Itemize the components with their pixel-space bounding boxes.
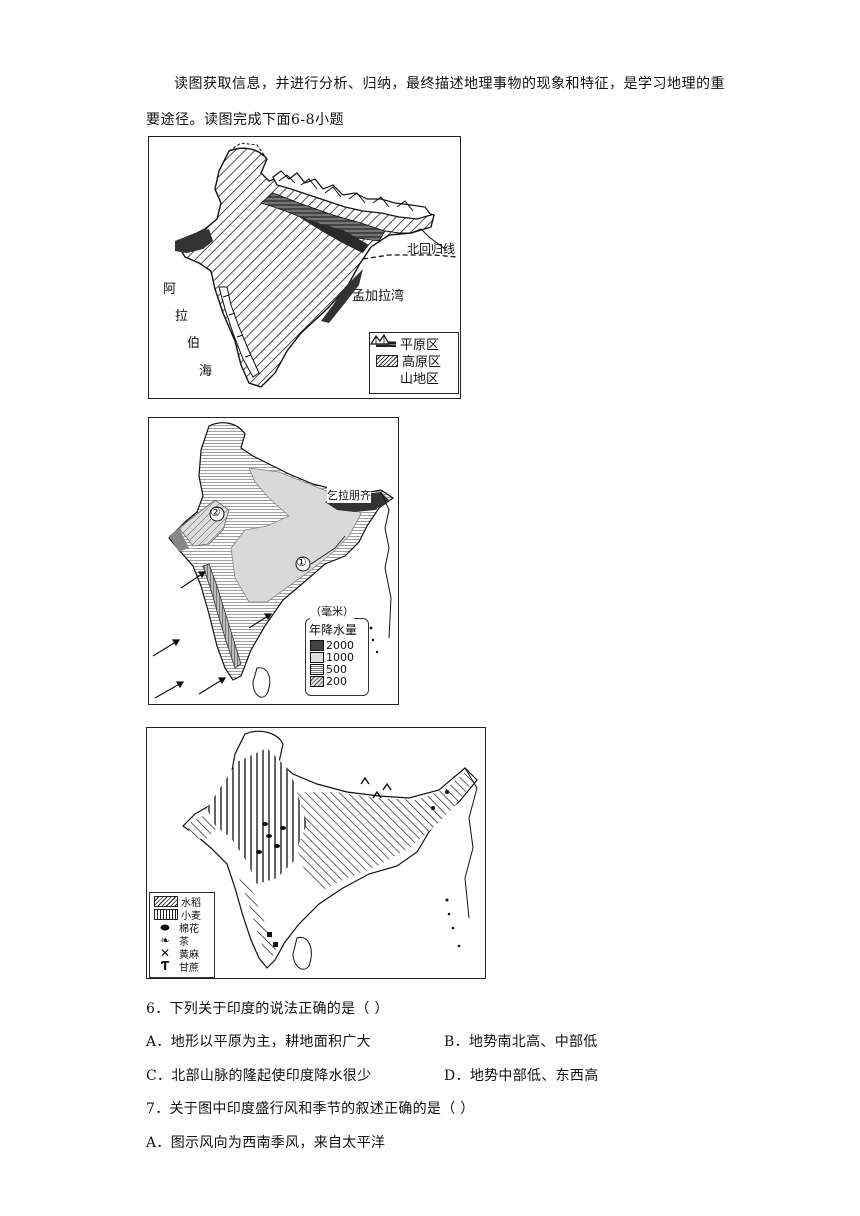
crop-symbols [256, 776, 449, 947]
rain-200-label: 200 [326, 674, 347, 688]
terrain-map: 北回归线 孟加拉湾 阿 拉 伯 海 平原区 高原区 山地区 [148, 136, 461, 399]
crops-map: 水稻 小麦 ⬬ 棉花 ❧ 茶 ✕ 黄麻 Ƭ 甘蔗 [146, 727, 486, 979]
legend-cotton-label: 棉花 [179, 924, 199, 935]
question-6-option-a[interactable]: A．地形以平原为主，耕地面积广大 [146, 1034, 371, 1050]
sea-label-char-2: 拉 [175, 309, 189, 324]
question-6-option-c[interactable]: C．北部山脉的隆起使印度降水很少 [146, 1068, 372, 1084]
marker-2: ② [210, 505, 221, 519]
question-7-option-a[interactable]: A．图示风向为西南季风，来自太平洋 [146, 1135, 386, 1151]
legend-sugarcane-label: 甘蔗 [179, 963, 199, 974]
jute-icon: ✕ [159, 946, 171, 960]
terrain-legend: 平原区 高原区 山地区 [369, 332, 459, 394]
legend-wheat: 小麦 [150, 908, 214, 922]
legend-tea: ❧ 茶 [150, 934, 214, 948]
rain-500: 500 [310, 662, 354, 676]
sea-label-char-1: 阿 [163, 282, 177, 297]
rice-swatch [154, 896, 178, 907]
legend-mountain: 山地区 [370, 333, 458, 387]
rain-1000-label: 1000 [326, 650, 354, 664]
intro-paragraph: 读图获取信息，并进行分析、归纳，最终描述地理事物的现象和特征，是学习地理的重要途… [146, 76, 725, 128]
mountain-icon [370, 333, 396, 384]
question-6-option-b[interactable]: B．地势南北高、中部低 [444, 1034, 598, 1050]
sea-label-char-3: 伯 [187, 336, 201, 351]
legend-tea-label: 茶 [179, 937, 189, 948]
legend-plain-label: 平原区 [400, 338, 440, 353]
sea-label-char-4: 海 [199, 364, 213, 379]
rain-2000-label: 2000 [326, 638, 354, 652]
rainfall-unit: （毫米） [310, 603, 354, 619]
legend-sugarcane: Ƭ 甘蔗 [150, 959, 214, 974]
tropic-label: 北回归线 [407, 242, 456, 256]
rainfall-legend: （毫米） 年降水量 2000 1000 500 200 [305, 603, 369, 696]
rain-500-swatch [310, 663, 324, 675]
rainfall-title: 年降水量 [309, 623, 358, 637]
legend-mountain-label: 山地区 [400, 372, 440, 387]
rain-1000-swatch [310, 651, 324, 663]
marker-1: ① [296, 555, 307, 569]
rain-500-label: 500 [326, 662, 347, 676]
legend-wheat-label: 小麦 [181, 911, 201, 922]
question-7-stem: 7．关于图中印度盛行风和季节的叙述正确的是（ ） [146, 1101, 475, 1117]
cotton-icon: ⬬ [160, 921, 170, 934]
legend-jute-label: 黄麻 [179, 950, 199, 961]
legend-rice-label: 水稻 [181, 898, 201, 909]
legend-rice: 水稻 [150, 895, 214, 909]
terrain-map-graphic [175, 142, 458, 388]
tea-icon: ❧ [160, 934, 170, 947]
cherrapunji-label: 乞拉朋齐 [327, 487, 371, 503]
rain-2000-swatch [310, 639, 324, 651]
wheat-swatch [154, 909, 178, 920]
rain-200-swatch [310, 675, 324, 687]
wind-arrows [152, 571, 273, 699]
crops-map-graphic [182, 730, 478, 970]
rain-200: 200 [310, 674, 354, 688]
legend-jute: ✕ 黄麻 [150, 946, 214, 961]
question-6-stem: 6．下列关于印度的说法正确的是（ ） [146, 1001, 389, 1017]
rainfall-scale: 2000 1000 500 200 [310, 638, 354, 688]
sugarcane-icon: Ƭ [160, 959, 170, 973]
crops-legend: 水稻 小麦 ⬬ 棉花 ❧ 茶 ✕ 黄麻 Ƭ 甘蔗 [149, 892, 215, 978]
bay-label: 孟加拉湾 [352, 289, 405, 304]
legend-cotton: ⬬ 棉花 [150, 921, 214, 935]
rain-2000: 2000 [310, 638, 354, 652]
legend-plateau: 高原区 [370, 352, 458, 370]
plateau-swatch [376, 354, 398, 367]
legend-plateau-label: 高原区 [402, 355, 442, 370]
rainfall-map: ② ① 乞拉朋齐 （毫米） 年降水量 2000 1000 500 200 [148, 417, 399, 705]
rain-1000: 1000 [310, 650, 354, 664]
question-6-option-d[interactable]: D．地势中部低、东西高 [444, 1068, 599, 1084]
